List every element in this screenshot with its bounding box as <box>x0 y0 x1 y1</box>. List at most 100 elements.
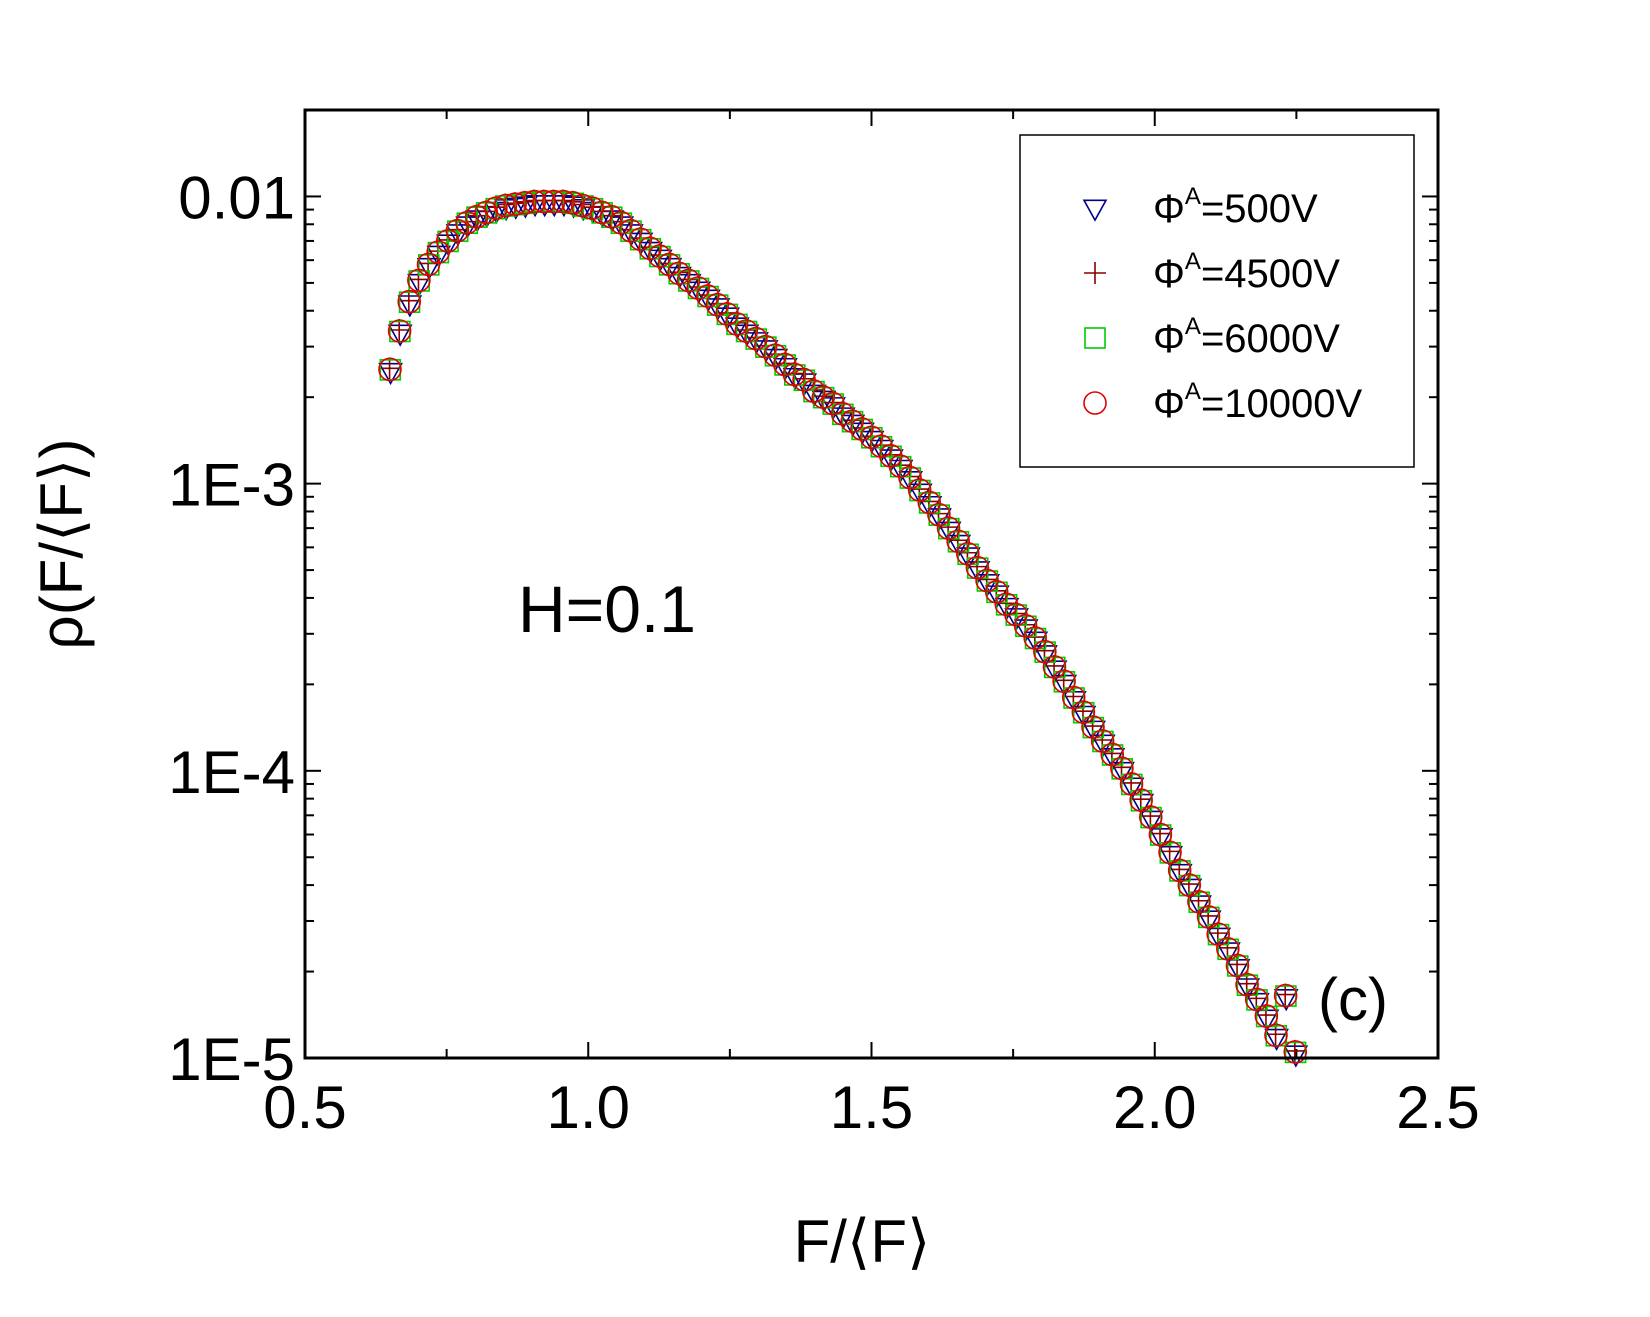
data-point <box>378 362 403 386</box>
data-point <box>1158 840 1182 865</box>
data-point <box>859 425 884 450</box>
data-point <box>1129 788 1152 811</box>
data-point <box>936 516 961 540</box>
legend-marker-2 <box>1084 327 1106 349</box>
data-point <box>1148 822 1173 847</box>
data-point <box>657 252 682 277</box>
data-point <box>378 357 402 382</box>
data-point <box>1226 953 1249 976</box>
series-3 <box>378 189 1308 1064</box>
data-point <box>1158 840 1181 863</box>
data-point <box>1023 626 1048 650</box>
data-point <box>647 244 672 268</box>
legend-markers <box>1082 199 1108 415</box>
data-point <box>1273 989 1299 1012</box>
data-point <box>580 196 605 221</box>
data-point <box>1274 983 1297 1006</box>
data-point <box>956 541 980 566</box>
data-point <box>705 292 730 317</box>
data-point <box>1283 1045 1309 1068</box>
y-tick-label: 1E-4 <box>168 739 295 806</box>
data-point <box>773 352 797 377</box>
data-point <box>522 189 547 214</box>
y-tick-label: 1E-5 <box>168 1026 295 1093</box>
legend-label-1: ΦA=4500V <box>1153 248 1340 296</box>
data-point <box>609 210 633 235</box>
data-point <box>734 319 759 343</box>
data-point <box>397 295 423 318</box>
y-tick-label: 1E-3 <box>168 452 295 519</box>
data-point <box>378 357 401 380</box>
x-tick-label: 0.5 <box>263 1074 346 1141</box>
data-point <box>1081 715 1105 739</box>
data-point <box>1254 1004 1277 1027</box>
data-point <box>763 343 787 368</box>
data-point <box>416 252 441 277</box>
data-point <box>387 319 412 343</box>
data-point <box>917 490 942 515</box>
data-point <box>397 289 420 312</box>
data-point <box>484 196 508 221</box>
data-point <box>869 434 893 459</box>
data-point <box>946 529 970 554</box>
data-point <box>1273 983 1298 1008</box>
data-point <box>840 409 865 433</box>
data-point <box>1148 828 1174 851</box>
data-point <box>541 189 566 214</box>
data-point <box>898 465 922 490</box>
data-point <box>1149 822 1172 845</box>
x-tick-label: 2.5 <box>1396 1074 1479 1141</box>
data-point <box>1264 1023 1288 1048</box>
x-tick-label: 1.0 <box>547 1074 630 1141</box>
y-axis-label: ρ(F/⟨F⟩) <box>28 439 95 650</box>
data-point <box>1042 655 1067 679</box>
data-point <box>397 289 422 314</box>
data-point <box>965 555 990 580</box>
data-point <box>1158 845 1184 869</box>
data-point <box>1139 805 1162 828</box>
data-point <box>1254 1004 1279 1028</box>
data-point <box>695 284 720 308</box>
data-point <box>984 580 1009 604</box>
x-tick-label: 1.5 <box>830 1074 913 1141</box>
data-point <box>638 236 662 261</box>
legend-marker-3 <box>1083 391 1107 415</box>
data-point <box>1013 613 1038 638</box>
data-point <box>445 218 470 243</box>
legend-marker-0 <box>1082 199 1108 222</box>
data-point <box>1100 742 1125 767</box>
legend: ΦA=500V ΦA=4500V ΦA=6000V ΦA=10000V <box>1019 134 1415 468</box>
data-point <box>686 276 710 300</box>
data-point <box>561 191 585 215</box>
data-points <box>378 189 1309 1068</box>
data-point <box>927 502 951 527</box>
legend-label-3: ΦA=10000V <box>1153 378 1363 426</box>
y-tick-label: 0.01 <box>178 164 295 231</box>
parameter-annotation: H=0.1 <box>518 572 696 646</box>
data-point <box>1264 1028 1289 1052</box>
data-point <box>532 189 556 214</box>
panel-label: (c) <box>1318 966 1388 1033</box>
data-point <box>503 192 527 216</box>
legend-label-0: ΦA=500V <box>1153 183 1318 231</box>
data-point <box>1283 1040 1308 1064</box>
data-point <box>493 193 518 218</box>
data-point <box>715 302 739 326</box>
x-tick-label: 2.0 <box>1113 1074 1196 1141</box>
data-point <box>1225 953 1250 978</box>
x-axis-label: F/⟨F⟩ <box>794 1208 931 1275</box>
data-point <box>388 319 411 342</box>
legend-marker-1 <box>1084 262 1106 284</box>
data-point <box>513 191 537 215</box>
data-point <box>551 189 576 214</box>
legend-label-2: ΦA=6000V <box>1153 313 1340 361</box>
x-tick-labels: 0.5 1.0 1.5 2.0 2.5 <box>263 1074 1479 1141</box>
y-tick-labels: 1E-5 1E-4 1E-3 0.01 <box>168 164 295 1093</box>
data-point <box>387 324 413 347</box>
data-point <box>744 326 768 351</box>
data-point <box>753 334 778 359</box>
data-point <box>628 227 653 251</box>
legend-box <box>1019 134 1415 468</box>
